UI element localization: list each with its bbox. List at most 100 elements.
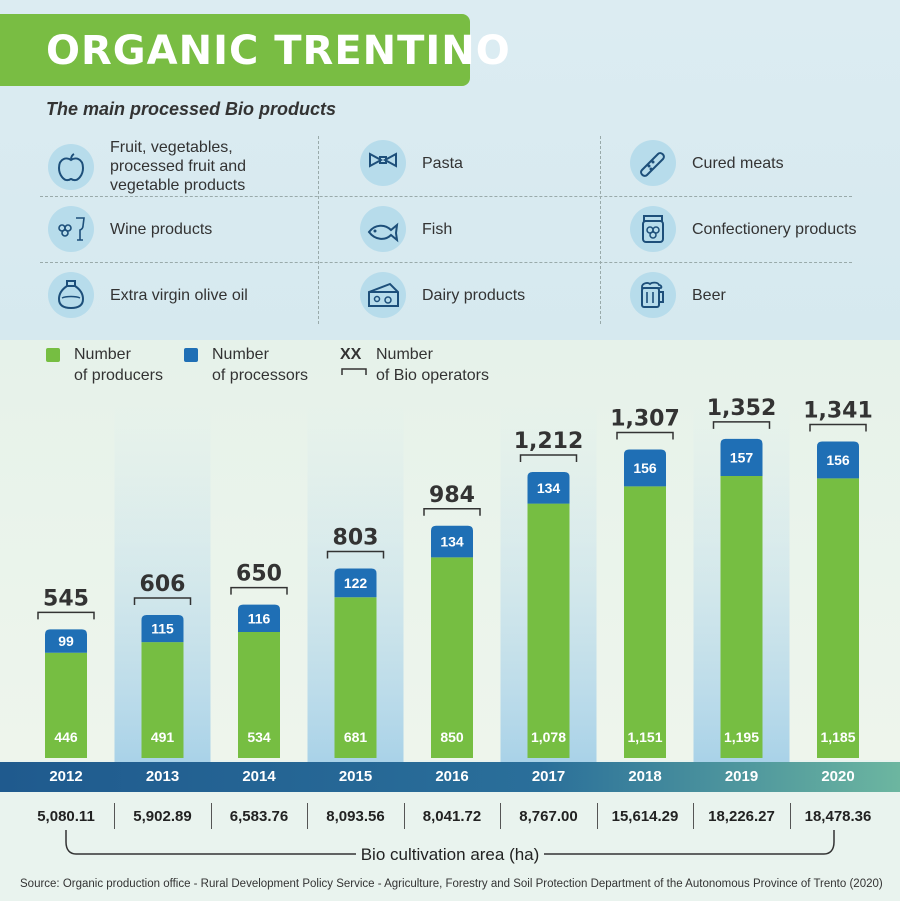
- producers-value-label: 1,185: [820, 729, 855, 745]
- products-subtitle: The main processed Bio products: [46, 99, 337, 119]
- bar-producers: [334, 597, 377, 758]
- bar-producers: [720, 475, 763, 758]
- legend-label: of producers: [74, 367, 163, 384]
- total-bracket: [809, 423, 867, 432]
- bar-producers: [45, 652, 87, 758]
- product-item: Confectionery products: [630, 206, 857, 252]
- legend-label: Number: [376, 346, 433, 363]
- producers-value-label: 681: [344, 729, 368, 745]
- total-bracket: [712, 421, 771, 429]
- products-grid-line: [40, 196, 852, 197]
- title-banner: [0, 14, 470, 86]
- bar-processors: [817, 441, 859, 479]
- product-label: Beer: [692, 286, 726, 304]
- producers-value-label: 534: [247, 729, 271, 745]
- x-tick-label: 2013: [145, 768, 180, 785]
- wine-grapes-icon: [48, 206, 94, 252]
- producers-value-label: 1,195: [724, 729, 759, 745]
- olive-oil-bottle-icon: [48, 272, 94, 318]
- product-item: Beer: [630, 272, 726, 318]
- x-axis-band: [0, 762, 900, 792]
- bar-producers: [431, 557, 473, 758]
- bar-producers: [238, 631, 280, 758]
- area-separator: [693, 803, 695, 829]
- total-bracket: [326, 550, 385, 559]
- product-label: vegetable products: [110, 177, 246, 194]
- product-item: Pasta: [360, 140, 463, 186]
- cultivation-area-label: Bio cultivation area (ha): [360, 845, 540, 864]
- cultivation-area-value: 6,583.76: [229, 808, 289, 825]
- total-value-label: 1,307: [610, 407, 680, 432]
- product-label: Pasta: [422, 154, 463, 172]
- total-bracket: [423, 508, 481, 516]
- total-bracket: [519, 454, 578, 462]
- product-item: Wine products: [48, 206, 212, 252]
- bar-processors: [238, 604, 280, 632]
- total-bracket: [616, 431, 674, 440]
- products-grid-line: [40, 262, 852, 263]
- bar-producers: [527, 503, 570, 758]
- total-value-label: 1,341: [803, 399, 873, 424]
- total-value-label: 984: [429, 483, 475, 508]
- product-item: Extra virgin olive oil: [48, 272, 248, 318]
- product-label: Fruit, vegetables,: [110, 139, 233, 156]
- area-bracket: [65, 830, 835, 855]
- processors-value-label: 116: [248, 610, 271, 626]
- product-label: Dairy products: [422, 286, 526, 304]
- processors-value-label: 134: [537, 480, 561, 496]
- total-value-label: 803: [333, 525, 379, 550]
- cultivation-area-value: 5,902.89: [133, 808, 192, 825]
- processors-value-label: 134: [440, 534, 464, 550]
- bar-processors: [431, 525, 473, 558]
- source-note: Source: Organic production office - Rura…: [20, 878, 883, 890]
- area-separator: [114, 803, 116, 829]
- processors-value-label: 115: [151, 621, 174, 637]
- legend-swatch: [184, 348, 198, 362]
- producers-value-label: 446: [54, 729, 78, 745]
- legend-label: Number: [74, 346, 131, 363]
- bracket-icon: [341, 368, 367, 375]
- cultivation-area-value: 18,478.36: [804, 808, 872, 825]
- x-tick-label: 2016: [435, 768, 469, 785]
- x-tick-label: 2015: [338, 768, 373, 785]
- product-label: Confectionery products: [692, 220, 857, 238]
- bar-producers: [141, 642, 184, 758]
- fish-icon: [360, 206, 406, 252]
- processors-value-label: 99: [58, 633, 74, 649]
- processors-value-label: 156: [633, 460, 657, 476]
- product-item: Dairy products: [360, 272, 525, 318]
- product-label: Cured meats: [692, 154, 784, 172]
- area-separator: [789, 803, 791, 829]
- area-separator: [403, 803, 405, 829]
- product-label: processed fruit and: [110, 158, 247, 175]
- x-tick-label: 2019: [724, 768, 759, 785]
- area-separator: [307, 803, 309, 829]
- bar-processors: [527, 471, 570, 504]
- x-tick-label: 2018: [628, 768, 662, 785]
- cultivation-area-value: 15,614.29: [611, 808, 679, 825]
- total-bracket: [133, 597, 192, 605]
- total-value-label: 606: [140, 572, 186, 597]
- area-separator: [500, 803, 502, 829]
- cultivation-area-value: 8,093.56: [326, 808, 385, 825]
- total-value-label: 545: [43, 586, 89, 611]
- total-value-label: 1,212: [514, 429, 584, 454]
- legend-label: Number: [212, 346, 269, 363]
- product-label: Wine products: [110, 220, 213, 238]
- products-grid-line: [318, 136, 319, 324]
- total-bracket: [37, 611, 95, 620]
- cultivation-area-value: 18,226.27: [708, 808, 775, 825]
- bar-chart: 446 99 545 491 115 606 534 116 650 681 122 803 850 13…: [37, 396, 873, 762]
- product-item: Fruit, vegetables, processed fruit and veg…: [48, 138, 246, 195]
- bar-producers: [624, 486, 666, 758]
- product-item: Fish: [360, 206, 452, 252]
- cured-meat-icon: [630, 140, 676, 186]
- legend-label: of Bio operators: [376, 367, 489, 384]
- producers-value-label: 491: [151, 729, 175, 745]
- total-value-label: 650: [236, 562, 282, 587]
- cultivation-area-value: 5,080.11: [37, 808, 95, 825]
- legend-label: of processors: [212, 367, 309, 384]
- producers-value-label: 1,078: [531, 729, 566, 745]
- product-label: Fish: [422, 220, 453, 238]
- cultivation-area-value: 8,767.00: [519, 808, 578, 825]
